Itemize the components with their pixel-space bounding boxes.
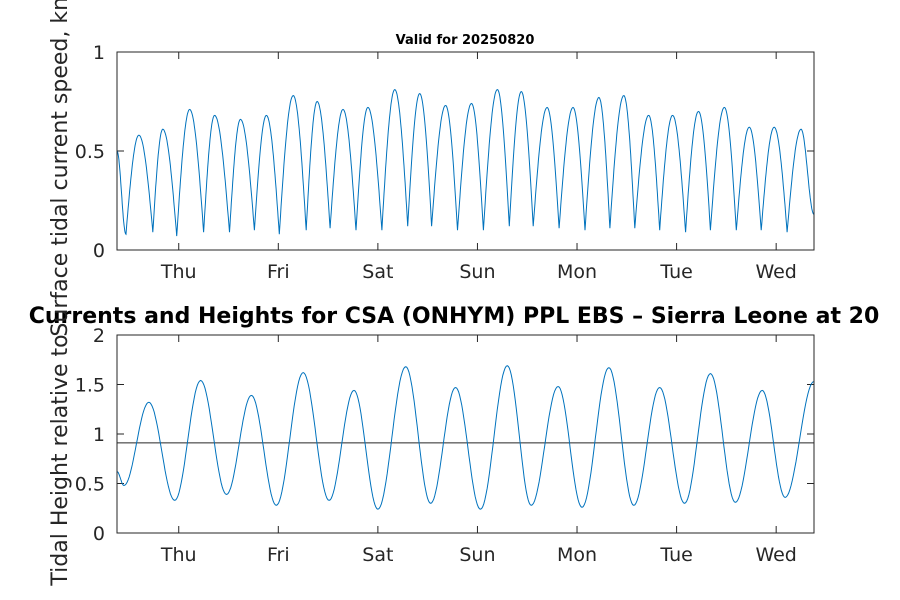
tidal-height-y-tick-label: 1 [93,424,105,446]
current-speed-x-tick-label: Tue [659,261,692,283]
current-speed-y-tick-label: 0 [93,240,105,262]
tidal-height-y-tick-label: 0 [93,523,105,545]
tidal-height-x-tick-label: Sat [362,544,393,566]
tidal-height-x-tick-label: Thu [160,544,197,566]
tidal-height-axes-box [116,334,815,534]
current-speed-y-tick-label: 0.5 [75,141,105,163]
tidal-height-x-tick-label: Wed [755,544,796,566]
tidal-height-x-ticks: Thu Fri Sat Sun Mon Tue Wed [160,335,797,566]
current-speed-x-tick-label: Thu [160,261,197,283]
current-speed-y-ticks: 00.51 [75,42,814,262]
current-speed-x-tick-label: Sun [459,261,495,283]
current-speed-series-line [116,89,815,237]
current-speed-y-label: Surface tidal current speed, knots [48,0,73,337]
current-speed-x-tick-label: Fri [267,261,290,283]
tidal-height-x-tick-label: Sun [459,544,495,566]
current-speed-x-ticks: Thu Fri Sat Sun Mon Tue Wed [160,52,797,283]
tidal-height-x-tick-label: Fri [267,544,290,566]
tidal-height-panel: Currents and Heights for CSA (ONHYM) PPL… [29,304,880,566]
tidal-height-x-tick-label: Mon [557,544,597,566]
tidal-height-y-tick-label: 0.5 [75,474,105,496]
current-speed-axes-box [116,51,815,251]
current-speed-title: Valid for 20250820 [396,33,535,48]
tidal-height-title: Currents and Heights for CSA (ONHYM) PPL… [29,304,880,329]
tidal-height-y-tick-label: 2 [93,325,105,347]
current-speed-x-tick-label: Wed [755,261,796,283]
current-speed-x-tick-label: Sat [362,261,393,283]
tidal-height-series-line [116,365,815,510]
current-speed-panel: Valid for 20250820 00.51 Thu Fri Sat Sun Mon… [75,33,815,283]
tidal-height-x-tick-label: Tue [659,544,692,566]
tidal-height-y-tick-label: 1.5 [75,375,105,397]
tidal-height-y-label: Tidal Height relative to [48,334,73,586]
current-speed-y-tick-label: 1 [93,42,105,64]
current-speed-x-tick-label: Mon [557,261,597,283]
